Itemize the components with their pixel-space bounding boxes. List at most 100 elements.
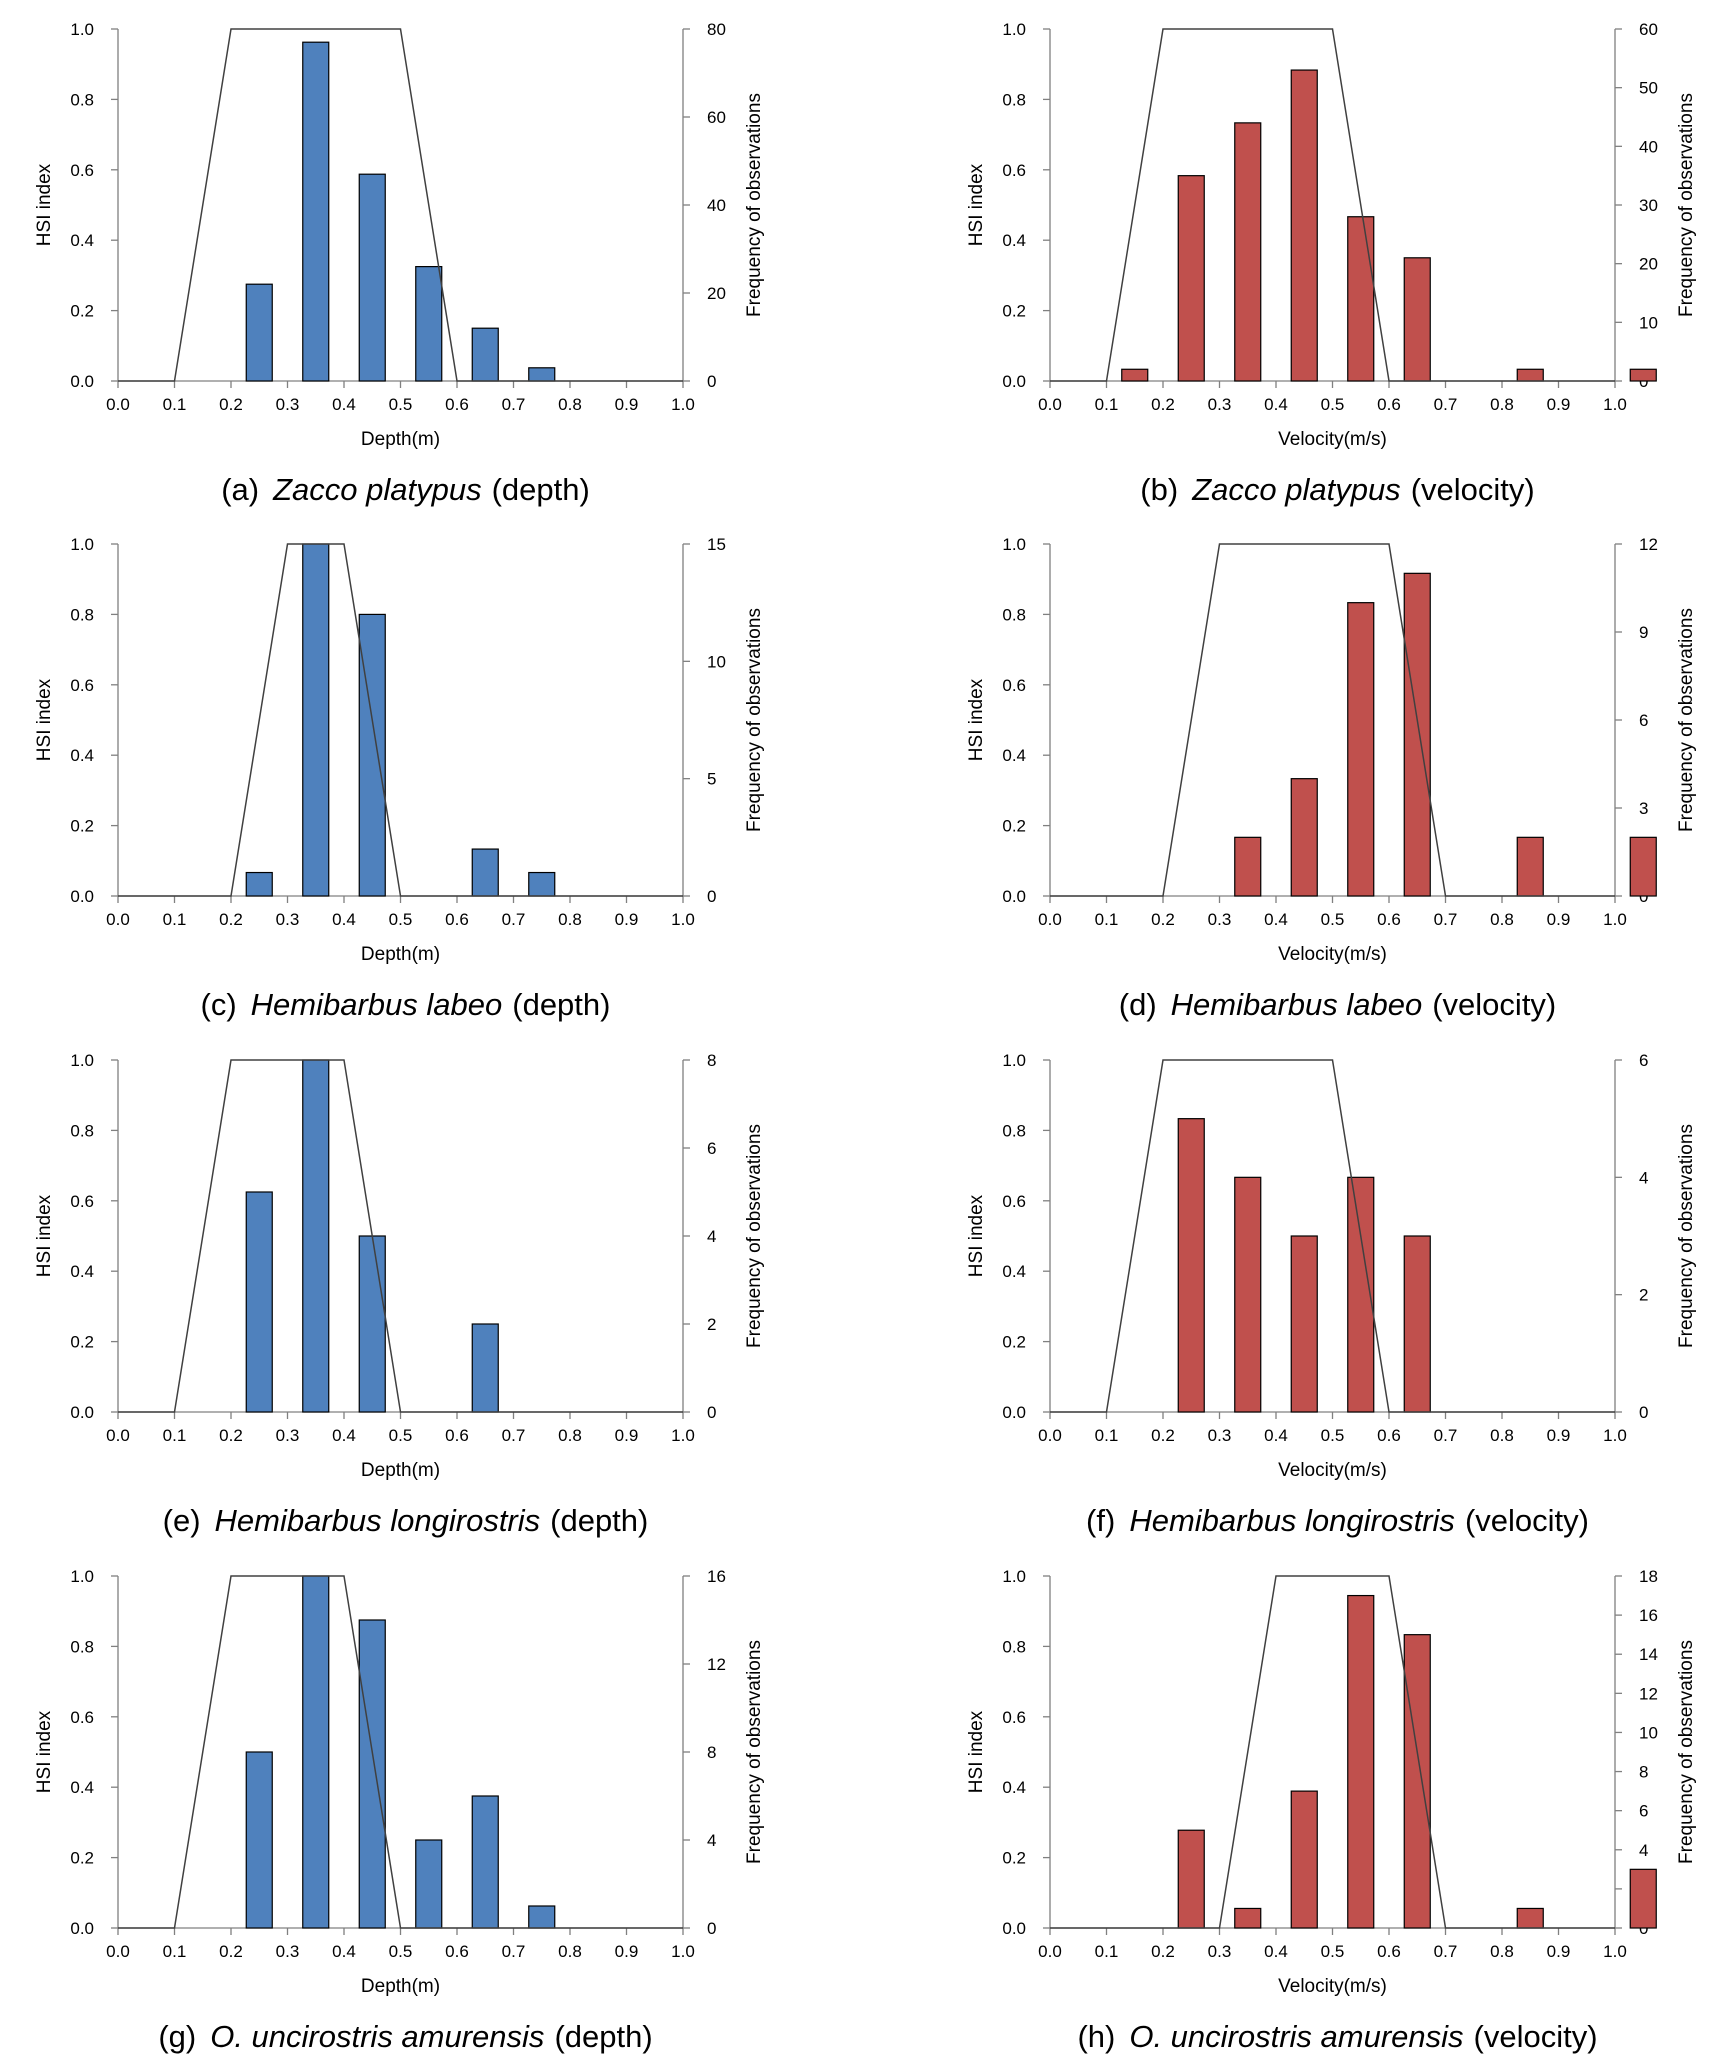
y-tick-label: 0.0 — [70, 372, 94, 391]
y2-tick-label: 20 — [707, 284, 726, 303]
x-tick-label: 0.3 — [276, 1942, 300, 1961]
y-tick-label: 0.4 — [1002, 1778, 1026, 1797]
chart-panel-c: 0.0 0.2 0.4 0.6 0.8 1.0 0.0 0.1 0.2 0.3 0.4 0.5 0.6 0… — [34, 535, 765, 1022]
x-tick-label: 0.4 — [1264, 395, 1288, 414]
y-axis-title: HSI index — [34, 1194, 55, 1277]
x-tick-label: 0.0 — [106, 1942, 130, 1961]
x-tick-label: 0.4 — [1264, 1942, 1288, 1961]
x-tick-label: 0.5 — [1321, 910, 1345, 929]
hsi-line — [118, 543, 683, 897]
x-tick-label: 0.1 — [163, 1942, 187, 1961]
bar-2 — [358, 1619, 386, 1929]
x-tick-label: 0.7 — [502, 1942, 526, 1961]
x-tick-label: 1.0 — [671, 1426, 695, 1445]
x-tick-label: 0.4 — [1264, 1426, 1288, 1445]
x-tick-label: 0.4 — [332, 1942, 356, 1961]
bar-1 — [1290, 778, 1318, 897]
caption-species: Zacco platypus — [272, 472, 482, 507]
x-tick-label: 0.6 — [1377, 1426, 1401, 1445]
bar-3 — [1347, 1594, 1375, 1929]
figure-caption: (d) Hemibarbus labeo (velocity) — [1119, 987, 1557, 1022]
y2-tick-label: 40 — [707, 196, 726, 215]
y-tick-label: 0.6 — [1002, 1708, 1026, 1727]
y2-tick-label: 0 — [707, 372, 716, 391]
chart-panel-b: 0.0 0.2 0.4 0.6 0.8 1.0 0.0 0.1 0.2 0.3 0.4 0.5 0.6 0… — [966, 20, 1697, 507]
bar-0 — [245, 283, 273, 382]
y2-tick-label: 2 — [707, 1315, 716, 1334]
y-tick-label: 0.6 — [70, 1708, 94, 1727]
bar-2 — [1347, 602, 1375, 897]
x-tick-label: 1.0 — [1603, 910, 1627, 929]
x-tick-label: 0.7 — [502, 395, 526, 414]
caption-variable: (velocity) — [1432, 987, 1556, 1022]
x-tick-label: 0.3 — [1208, 395, 1232, 414]
x-tick-label: 0.5 — [389, 1942, 413, 1961]
caption-label: (f) — [1086, 1503, 1115, 1538]
y2-tick-label: 12 — [1639, 535, 1658, 554]
bar-4 — [471, 1795, 499, 1929]
y-tick-label: 0.6 — [70, 676, 94, 695]
bar-2 — [1290, 1235, 1318, 1413]
y2-tick-label: 4 — [707, 1831, 716, 1850]
y-tick-label: 0.8 — [70, 605, 94, 624]
x-tick-label: 0.6 — [445, 910, 469, 929]
x-tick-label: 0.5 — [1321, 395, 1345, 414]
caption-variable: (depth) — [512, 987, 610, 1022]
figure-caption: (a) Zacco platypus (depth) — [221, 472, 590, 507]
x-tick-label: 0.8 — [558, 395, 582, 414]
x-tick-label: 0.7 — [502, 1426, 526, 1445]
caption-label: (e) — [163, 1503, 201, 1538]
x-tick-label: 0.2 — [1151, 395, 1175, 414]
y-tick-label: 1.0 — [70, 20, 94, 39]
y-tick-label: 0.0 — [70, 1919, 94, 1938]
hsi-line — [1050, 1575, 1615, 1929]
x-tick-label: 0.0 — [1038, 395, 1062, 414]
x-tick-label: 0.8 — [1490, 1942, 1514, 1961]
y-tick-label: 1.0 — [1002, 1051, 1026, 1070]
hsi-line — [118, 1575, 683, 1929]
bar-0 — [1177, 1118, 1205, 1413]
y2-tick-label: 60 — [707, 108, 726, 127]
bar-3 — [415, 266, 443, 382]
y2-tick-label: 6 — [1639, 711, 1648, 730]
figure-caption: (e) Hemibarbus longirostris (depth) — [163, 1503, 649, 1538]
bar-0 — [1234, 836, 1262, 897]
y-tick-label: 0.0 — [1002, 372, 1026, 391]
x-tick-label: 0.5 — [1321, 1942, 1345, 1961]
x-tick-label: 0.0 — [106, 1426, 130, 1445]
y-tick-label: 0.2 — [70, 302, 94, 321]
bar-1 — [302, 1575, 330, 1929]
y-axis-title: HSI index — [966, 1194, 987, 1277]
chart-panel-d: 0.0 0.2 0.4 0.6 0.8 1.0 0.0 0.1 0.2 0.3 0.4 0.5 0.6 0… — [966, 535, 1697, 1022]
y2-tick-label: 4 — [1639, 1168, 1648, 1187]
x-tick-label: 0.0 — [106, 910, 130, 929]
x-axis-title: Velocity(m/s) — [1278, 429, 1387, 450]
y2-tick-label: 9 — [1639, 623, 1648, 642]
y-axis-title: HSI index — [966, 163, 987, 246]
y2-tick-label: 8 — [707, 1051, 716, 1070]
y-axis-title: HSI index — [34, 1710, 55, 1793]
y2-tick-label: 12 — [1639, 1684, 1658, 1703]
bar-0 — [1121, 368, 1149, 382]
y-tick-label: 0.8 — [70, 90, 94, 109]
y2-tick-label: 6 — [1639, 1051, 1648, 1070]
x-tick-label: 0.8 — [558, 1426, 582, 1445]
caption-variable: (depth) — [550, 1503, 648, 1538]
bar-5 — [528, 1905, 556, 1929]
figure-caption: (f) Hemibarbus longirostris (velocity) — [1086, 1503, 1589, 1538]
y2-axis-title: Frequency of observations — [744, 93, 765, 317]
y-tick-label: 1.0 — [1002, 1567, 1026, 1586]
y2-tick-label: 18 — [1639, 1567, 1658, 1586]
bar-2 — [358, 1235, 386, 1413]
y-tick-label: 0.8 — [70, 1121, 94, 1140]
y-tick-label: 1.0 — [1002, 20, 1026, 39]
y2-tick-label: 40 — [1639, 137, 1658, 156]
x-tick-label: 0.9 — [615, 395, 639, 414]
chart-panel-f: 0.0 0.2 0.4 0.6 0.8 1.0 0.0 0.1 0.2 0.3 0.4 0.5 0.6 0… — [966, 1051, 1697, 1538]
y-tick-label: 0.4 — [1002, 231, 1026, 250]
y-tick-label: 0.2 — [70, 1333, 94, 1352]
y2-tick-label: 4 — [1639, 1841, 1648, 1860]
x-axis-title: Depth(m) — [361, 1976, 440, 1997]
x-tick-label: 0.1 — [163, 395, 187, 414]
